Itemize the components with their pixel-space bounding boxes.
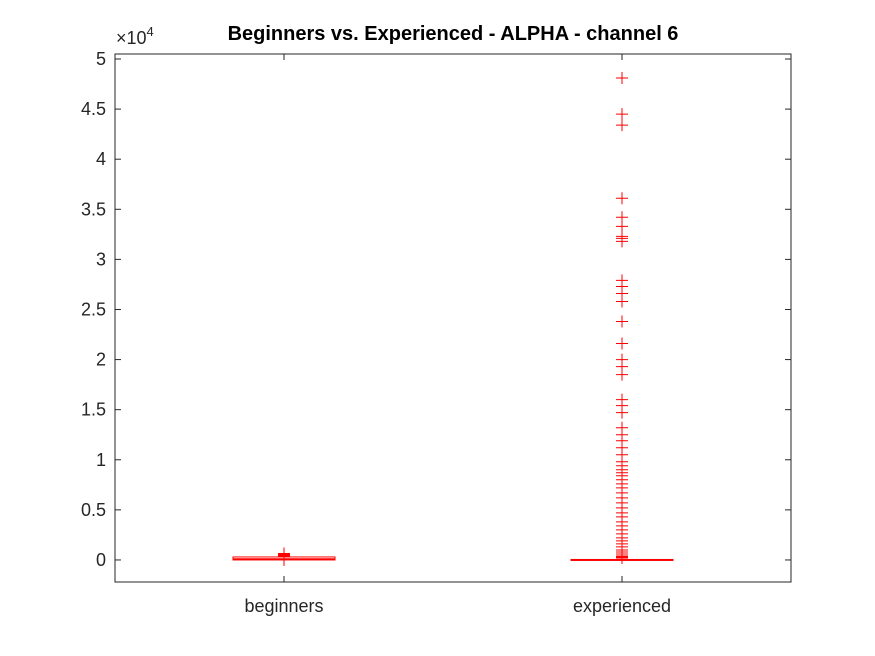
y-tick-label: 4.5 xyxy=(81,99,106,119)
y-tick-label: 0.5 xyxy=(81,500,106,520)
outlier-marker xyxy=(616,119,628,132)
y-tick-label: 3.5 xyxy=(81,199,106,219)
y-tick-label: 4 xyxy=(96,149,106,169)
x-tick-label: beginners xyxy=(244,596,323,616)
y-multiplier-exponent: 4 xyxy=(147,24,154,39)
outlier-marker xyxy=(278,547,290,560)
outlier-marker xyxy=(616,235,628,248)
outlier-marker xyxy=(616,72,628,85)
chart-title: Beginners vs. Experienced - ALPHA - chan… xyxy=(228,23,679,45)
y-tick-label: 1 xyxy=(96,450,106,470)
y-multiplier: ×104 xyxy=(116,24,154,48)
outlier-marker xyxy=(616,295,628,308)
outlier-marker xyxy=(616,551,628,564)
outlier-marker xyxy=(616,368,628,381)
y-tick-label: 5 xyxy=(96,49,106,69)
y-tick-label: 2 xyxy=(96,350,106,370)
y-tick-label: 3 xyxy=(96,249,106,269)
x-tick-label: experienced xyxy=(573,596,671,616)
outlier-marker xyxy=(616,337,628,350)
outlier-marker xyxy=(616,220,628,233)
axes-frame xyxy=(114,53,792,583)
outlier-marker xyxy=(616,108,628,121)
outlier-marker xyxy=(616,406,628,419)
y-tick-label: 2.5 xyxy=(81,299,106,319)
svg-text:×104: ×104 xyxy=(116,24,154,48)
plot-area: 0 0.5 1 1.5 2 2.5 3 3.5 4 4.5 5 beginners experience… xyxy=(81,49,792,616)
outlier-marker xyxy=(616,315,628,328)
y-tick-label: 0 xyxy=(96,550,106,570)
y-multiplier-base: ×10 xyxy=(116,28,147,48)
outlier-marker xyxy=(616,192,628,205)
y-tick-label: 1.5 xyxy=(81,400,106,420)
